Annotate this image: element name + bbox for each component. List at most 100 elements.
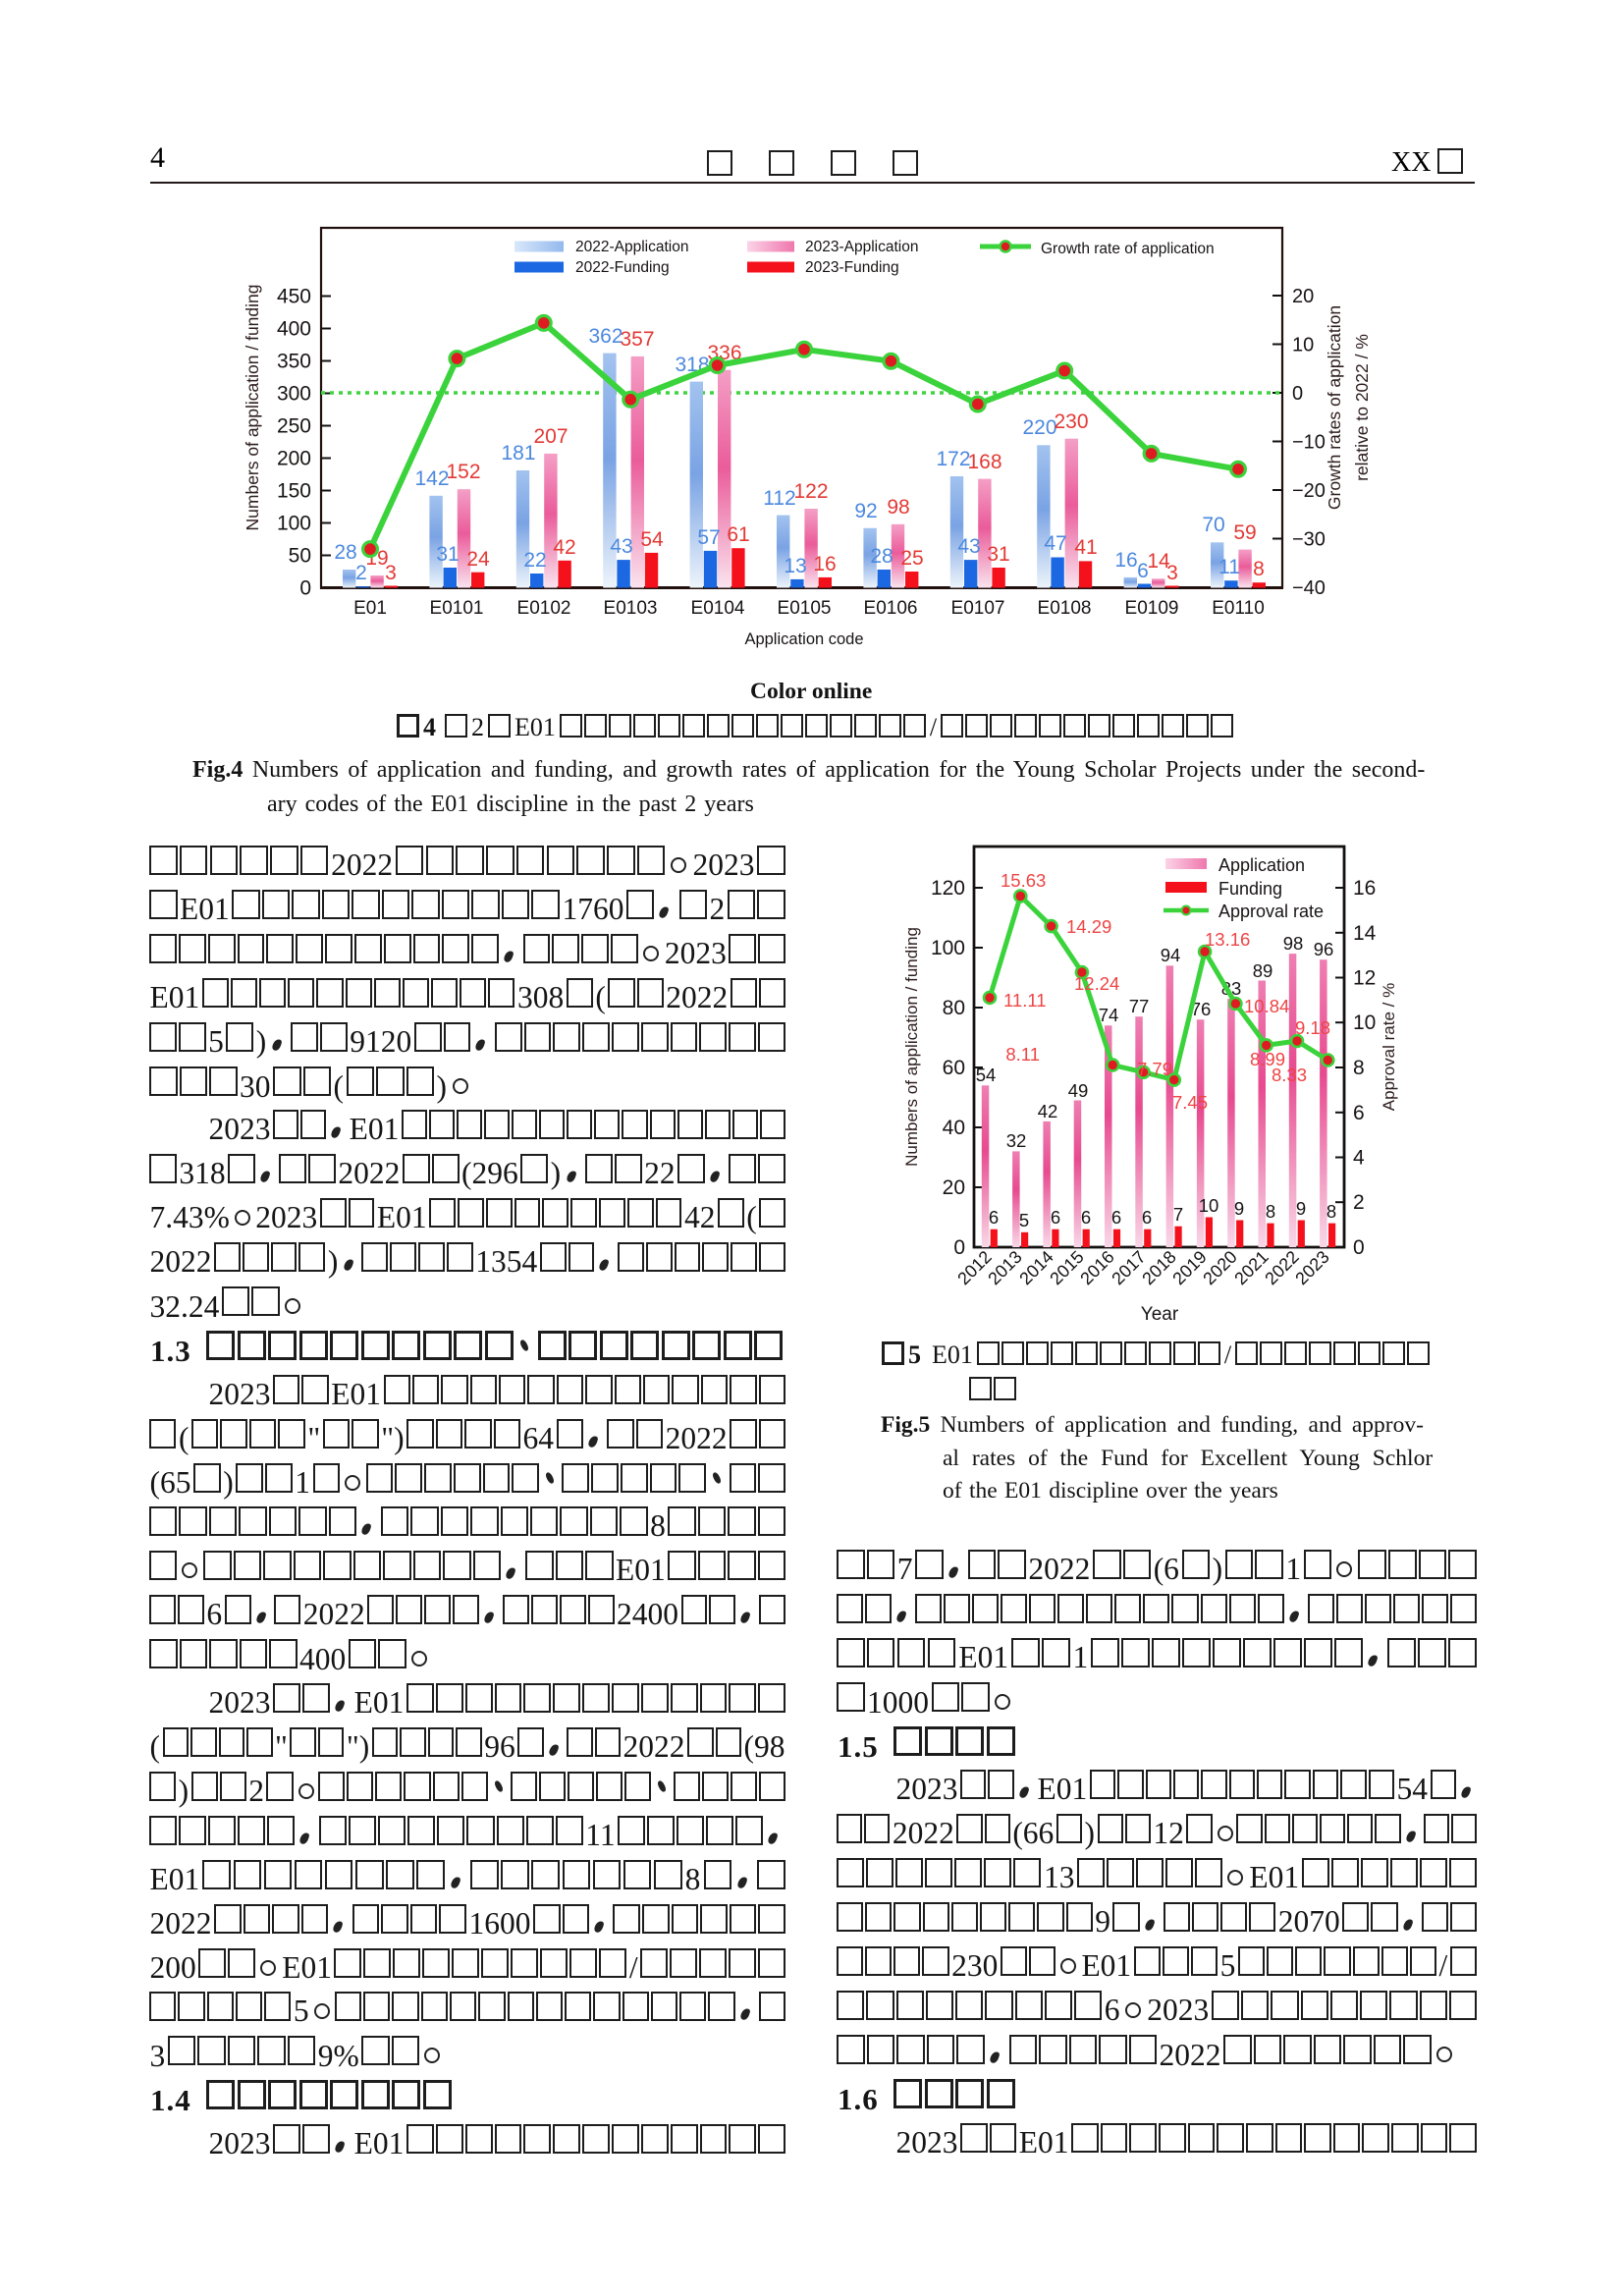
svg-text:28: 28 bbox=[870, 545, 893, 568]
svg-text:13.16: 13.16 bbox=[1205, 929, 1250, 950]
svg-text:6: 6 bbox=[989, 1207, 999, 1228]
svg-text:47: 47 bbox=[1044, 532, 1066, 555]
svg-text:98: 98 bbox=[1283, 933, 1304, 954]
svg-text:8.99: 8.99 bbox=[1250, 1049, 1285, 1069]
svg-text:207: 207 bbox=[533, 425, 568, 448]
svg-text:152: 152 bbox=[446, 461, 480, 483]
svg-text:E0107: E0107 bbox=[951, 598, 1005, 619]
svg-text:2018: 2018 bbox=[1138, 1247, 1179, 1288]
svg-text:E0104: E0104 bbox=[691, 598, 745, 619]
svg-text:3: 3 bbox=[385, 562, 397, 584]
svg-text:25: 25 bbox=[900, 547, 923, 570]
svg-text:8.33: 8.33 bbox=[1272, 1065, 1307, 1085]
svg-text:13: 13 bbox=[784, 555, 806, 577]
svg-text:450: 450 bbox=[277, 286, 311, 308]
svg-text:357: 357 bbox=[620, 328, 654, 351]
svg-text:10: 10 bbox=[1292, 335, 1314, 356]
svg-text:112: 112 bbox=[763, 487, 795, 510]
svg-text:10.84: 10.84 bbox=[1244, 996, 1289, 1016]
svg-text:6: 6 bbox=[1137, 560, 1149, 582]
svg-text:43: 43 bbox=[610, 535, 632, 558]
svg-text:Numbers of application / fundi: Numbers of application / funding bbox=[243, 285, 262, 531]
svg-text:E0109: E0109 bbox=[1125, 598, 1179, 619]
svg-text:E0101: E0101 bbox=[430, 598, 484, 619]
svg-text:28: 28 bbox=[334, 541, 356, 564]
svg-text:15.63: 15.63 bbox=[1001, 870, 1046, 891]
svg-text:2015: 2015 bbox=[1046, 1247, 1087, 1288]
svg-text:100: 100 bbox=[277, 513, 311, 535]
svg-text:Growth rates of application: Growth rates of application bbox=[1325, 305, 1344, 510]
svg-text:94: 94 bbox=[1161, 945, 1181, 965]
svg-text:31: 31 bbox=[436, 543, 459, 566]
svg-text:60: 60 bbox=[943, 1057, 965, 1079]
svg-text:−30: −30 bbox=[1292, 529, 1326, 551]
svg-text:7: 7 bbox=[1173, 1204, 1183, 1225]
svg-text:9: 9 bbox=[1234, 1198, 1244, 1219]
svg-text:31: 31 bbox=[987, 543, 1009, 566]
svg-text:12: 12 bbox=[1353, 967, 1376, 990]
svg-text:2022-Funding: 2022-Funding bbox=[575, 259, 670, 276]
svg-text:42: 42 bbox=[553, 536, 575, 559]
svg-text:0: 0 bbox=[953, 1236, 965, 1259]
svg-text:E0106: E0106 bbox=[864, 598, 918, 619]
svg-text:E0105: E0105 bbox=[778, 598, 832, 619]
svg-text:2023-Application: 2023-Application bbox=[805, 239, 918, 255]
svg-text:11: 11 bbox=[1218, 556, 1240, 578]
svg-text:−10: −10 bbox=[1292, 432, 1326, 454]
svg-text:74: 74 bbox=[1099, 1005, 1119, 1025]
svg-text:54: 54 bbox=[976, 1065, 997, 1085]
svg-text:6: 6 bbox=[1142, 1207, 1152, 1228]
svg-text:41: 41 bbox=[1074, 536, 1097, 559]
svg-text:22: 22 bbox=[523, 549, 546, 572]
svg-text:96: 96 bbox=[1314, 939, 1334, 959]
svg-text:Numbers of application / fundi: Numbers of application / funding bbox=[902, 927, 921, 1167]
svg-text:200: 200 bbox=[277, 448, 311, 470]
svg-text:16: 16 bbox=[1353, 877, 1376, 900]
svg-text:4: 4 bbox=[1353, 1147, 1365, 1170]
svg-text:16: 16 bbox=[813, 553, 836, 575]
svg-text:16: 16 bbox=[1114, 549, 1137, 572]
svg-text:E0103: E0103 bbox=[604, 598, 658, 619]
svg-text:2022: 2022 bbox=[1261, 1247, 1302, 1288]
svg-text:172: 172 bbox=[936, 448, 970, 470]
svg-text:54: 54 bbox=[640, 528, 664, 551]
svg-text:2020: 2020 bbox=[1199, 1247, 1240, 1288]
svg-text:350: 350 bbox=[277, 351, 311, 373]
svg-text:14.29: 14.29 bbox=[1066, 916, 1111, 937]
svg-text:7.45: 7.45 bbox=[1172, 1092, 1208, 1113]
svg-text:−40: −40 bbox=[1292, 577, 1326, 599]
svg-text:0: 0 bbox=[1292, 383, 1303, 405]
svg-text:Year: Year bbox=[1141, 1304, 1179, 1325]
svg-text:70: 70 bbox=[1202, 514, 1224, 536]
svg-text:12.24: 12.24 bbox=[1074, 973, 1119, 994]
svg-text:181: 181 bbox=[501, 442, 535, 465]
svg-text:8: 8 bbox=[1266, 1201, 1275, 1222]
svg-text:32: 32 bbox=[1006, 1130, 1027, 1151]
svg-text:7.79: 7.79 bbox=[1137, 1059, 1172, 1079]
svg-text:Approval rate: Approval rate bbox=[1218, 902, 1324, 921]
svg-text:57: 57 bbox=[697, 526, 720, 549]
svg-text:76: 76 bbox=[1191, 999, 1212, 1019]
svg-text:2022-Application: 2022-Application bbox=[575, 239, 688, 255]
svg-text:E01: E01 bbox=[353, 598, 387, 619]
svg-text:5: 5 bbox=[1019, 1210, 1029, 1230]
svg-text:0: 0 bbox=[1353, 1236, 1365, 1259]
svg-text:E0108: E0108 bbox=[1038, 598, 1092, 619]
svg-text:6: 6 bbox=[1111, 1207, 1121, 1228]
svg-text:14: 14 bbox=[1353, 922, 1377, 945]
svg-text:8: 8 bbox=[1326, 1201, 1336, 1222]
svg-text:14: 14 bbox=[1147, 550, 1170, 573]
svg-text:220: 220 bbox=[1022, 416, 1056, 439]
svg-text:77: 77 bbox=[1129, 996, 1150, 1016]
svg-text:43: 43 bbox=[957, 535, 980, 558]
svg-text:6: 6 bbox=[1353, 1102, 1365, 1124]
svg-text:2021: 2021 bbox=[1230, 1247, 1272, 1288]
svg-text:168: 168 bbox=[967, 451, 1001, 473]
svg-text:2013: 2013 bbox=[984, 1247, 1025, 1288]
svg-text:11.11: 11.11 bbox=[1003, 990, 1047, 1011]
svg-text:92: 92 bbox=[854, 500, 877, 522]
svg-text:Application: Application bbox=[1218, 855, 1305, 875]
svg-text:Funding: Funding bbox=[1218, 879, 1282, 899]
svg-text:120: 120 bbox=[931, 877, 965, 900]
svg-text:50: 50 bbox=[289, 545, 311, 568]
